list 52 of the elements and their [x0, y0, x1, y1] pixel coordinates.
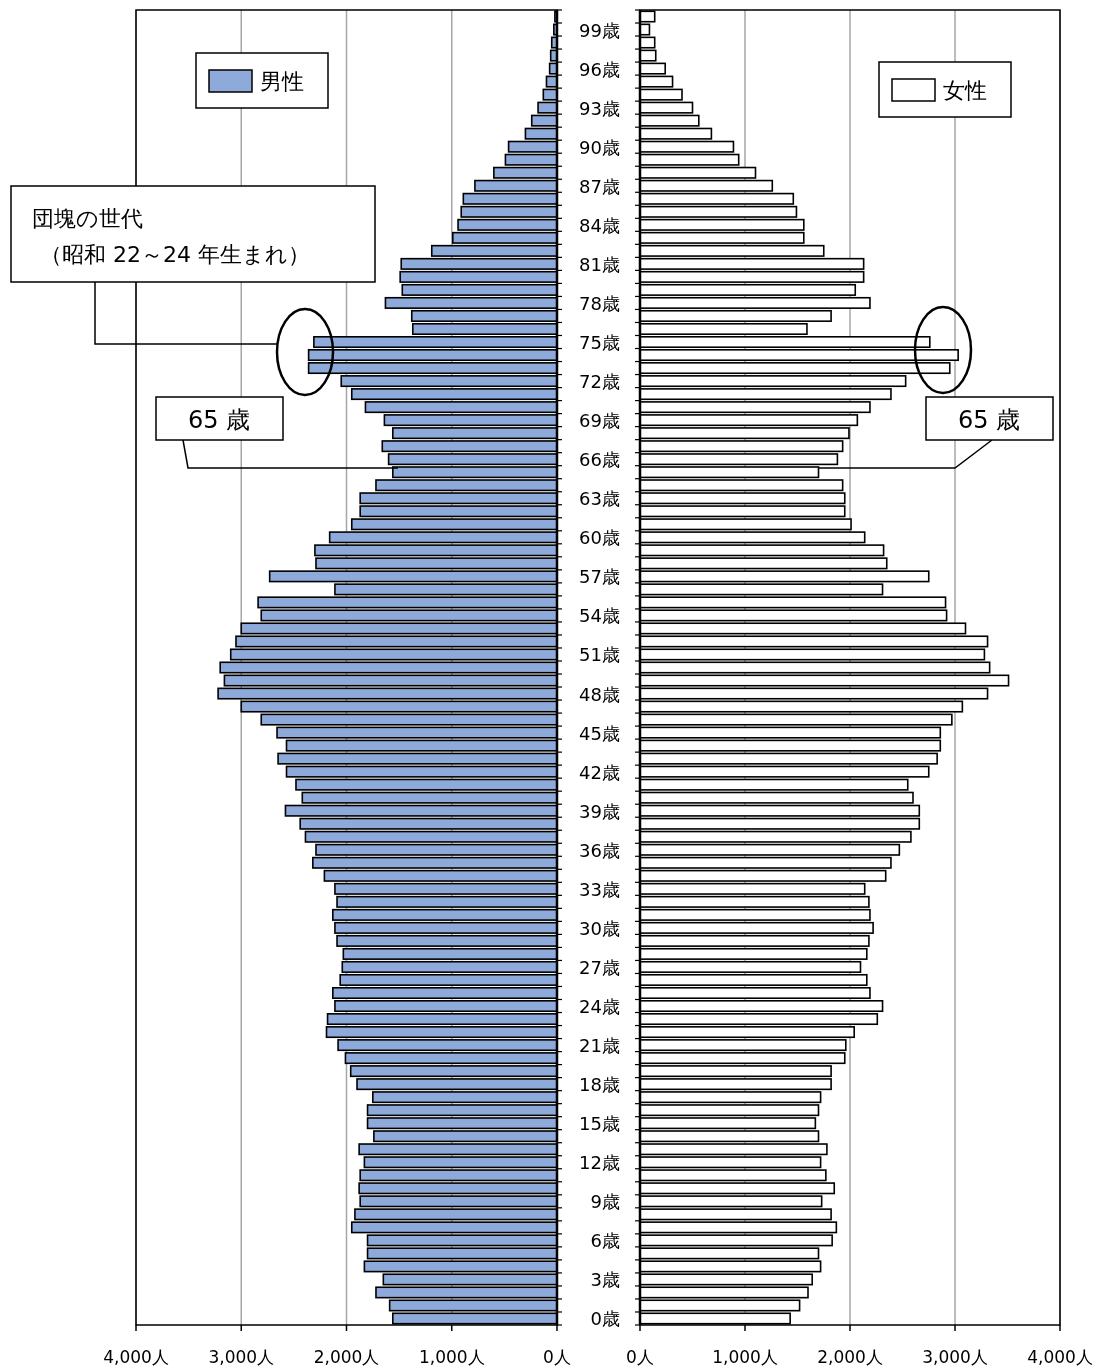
- x-tick-label: 2,000人: [817, 1347, 883, 1367]
- y-tick-label: 87歳: [579, 175, 620, 197]
- y-tick-label: 57歳: [579, 566, 620, 588]
- x-tick-label: 4,000人: [103, 1347, 169, 1367]
- legend: 男性: [195, 52, 329, 109]
- y-tick-label: 84歳: [579, 214, 620, 236]
- y-tick-label: 69歳: [579, 410, 620, 432]
- y-tick-label: 0歳: [590, 1308, 620, 1330]
- annotation: （昭和 22～24 年生まれ）: [40, 242, 310, 267]
- y-tick-label: 45歳: [579, 722, 620, 744]
- y-tick-label: 6歳: [590, 1230, 620, 1252]
- y-tick-label: 96歳: [579, 58, 620, 80]
- y-tick-label: 51歳: [579, 644, 620, 666]
- y-tick-label: 33歳: [579, 878, 620, 900]
- y-tick-label: 60歳: [579, 527, 620, 549]
- y-tick-label: 93歳: [579, 97, 620, 119]
- x-tick-label: 2,000人: [313, 1347, 380, 1367]
- annotation: 65 歳: [957, 406, 1021, 434]
- x-tick-label: 4,000人: [1027, 1347, 1093, 1367]
- y-tick-label: 54歳: [579, 605, 620, 627]
- y-tick-label: 21歳: [579, 1035, 620, 1057]
- y-tick-label: 81歳: [579, 253, 620, 275]
- y-tick-label: 78歳: [579, 292, 620, 314]
- y-tick-label: 9歳: [590, 1191, 620, 1213]
- y-tick-label: 15歳: [579, 1113, 620, 1135]
- y-tick-label: 36歳: [579, 839, 620, 861]
- y-tick-label: 12歳: [579, 1152, 620, 1174]
- x-tick-label: 3,000人: [922, 1347, 988, 1367]
- y-tick-label: 27歳: [579, 956, 620, 978]
- x-tick-label: 0人: [626, 1347, 654, 1367]
- legend-label: 女性: [943, 78, 987, 103]
- y-tick-label: 63歳: [579, 488, 620, 510]
- y-tick-label: 48歳: [579, 683, 620, 705]
- y-tick-label: 90歳: [579, 136, 620, 158]
- y-tick-label: 42歳: [579, 761, 620, 783]
- legend-label: 男性: [260, 69, 304, 94]
- x-tick-label: 1,000人: [418, 1347, 485, 1367]
- annotation: 団塊の世代: [32, 206, 143, 231]
- x-tick-label: 0人: [543, 1347, 571, 1367]
- x-tick-label: 1,000人: [712, 1347, 778, 1367]
- y-tick-label: 99歳: [579, 19, 620, 41]
- annotation: 65 歳: [187, 406, 251, 434]
- y-tick-label: 66歳: [579, 449, 620, 471]
- y-tick-label: 39歳: [579, 800, 620, 822]
- y-tick-label: 75歳: [579, 332, 620, 353]
- x-tick-label: 3,000人: [208, 1347, 275, 1367]
- y-tick-label: 72歳: [579, 371, 620, 393]
- y-tick-label: 3歳: [590, 1269, 620, 1291]
- y-tick-label: 18歳: [579, 1074, 620, 1096]
- y-tick-label: 30歳: [579, 917, 620, 939]
- y-tick-label: 24歳: [579, 996, 620, 1018]
- legend: 女性: [878, 61, 1012, 118]
